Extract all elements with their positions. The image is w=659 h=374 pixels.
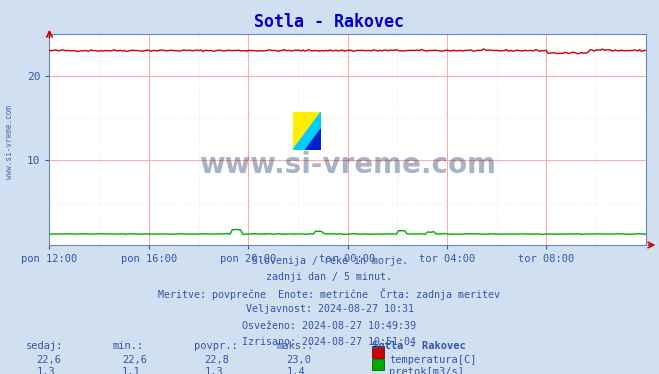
Text: Veljavnost: 2024-08-27 10:31: Veljavnost: 2024-08-27 10:31 — [246, 304, 413, 315]
Text: 1,3: 1,3 — [36, 367, 55, 374]
Text: 22,6: 22,6 — [36, 355, 61, 365]
Text: sedaj:: sedaj: — [26, 341, 64, 351]
Text: 1,1: 1,1 — [122, 367, 140, 374]
Text: 1,4: 1,4 — [287, 367, 305, 374]
Text: 22,6: 22,6 — [122, 355, 147, 365]
Text: Sotla - Rakovec: Sotla - Rakovec — [372, 341, 466, 351]
Text: Meritve: povprečne  Enote: metrične  Črta: zadnja meritev: Meritve: povprečne Enote: metrične Črta:… — [159, 288, 500, 300]
Text: temperatura[C]: temperatura[C] — [389, 355, 477, 365]
Text: maks.:: maks.: — [277, 341, 314, 351]
Text: min.:: min.: — [112, 341, 143, 351]
Text: Slovenija / reke in morje.: Slovenija / reke in morje. — [252, 256, 407, 266]
Text: Sotla - Rakovec: Sotla - Rakovec — [254, 13, 405, 31]
Text: zadnji dan / 5 minut.: zadnji dan / 5 minut. — [266, 272, 393, 282]
Text: pretok[m3/s]: pretok[m3/s] — [389, 367, 465, 374]
Text: 1,3: 1,3 — [204, 367, 223, 374]
Text: Osveženo: 2024-08-27 10:49:39: Osveženo: 2024-08-27 10:49:39 — [243, 321, 416, 331]
Polygon shape — [293, 112, 321, 150]
Text: 22,8: 22,8 — [204, 355, 229, 365]
Text: povpr.:: povpr.: — [194, 341, 238, 351]
Text: www.si-vreme.com: www.si-vreme.com — [199, 151, 496, 179]
Text: 23,0: 23,0 — [287, 355, 312, 365]
Text: Izrisano: 2024-08-27 10:51:04: Izrisano: 2024-08-27 10:51:04 — [243, 337, 416, 347]
Polygon shape — [293, 112, 321, 150]
Text: www.si-vreme.com: www.si-vreme.com — [5, 105, 14, 179]
Polygon shape — [306, 129, 321, 150]
